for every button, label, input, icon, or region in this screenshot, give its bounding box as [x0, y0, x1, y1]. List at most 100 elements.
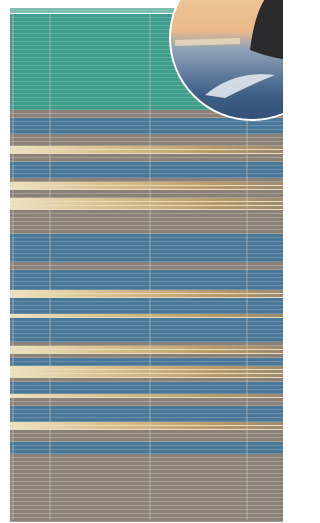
stripe-gap — [10, 469, 283, 470]
stripe-gap — [10, 369, 283, 370]
stripe — [10, 466, 283, 469]
stripe — [10, 378, 283, 381]
stripe-gap — [10, 245, 283, 246]
stripe — [10, 238, 283, 241]
stripe — [10, 222, 283, 225]
stripe-gap — [10, 133, 283, 134]
stripe — [10, 214, 283, 217]
stripe — [10, 266, 283, 269]
stripe — [10, 398, 283, 401]
stripe-gap — [10, 425, 283, 426]
stripe-gap — [10, 305, 283, 306]
stripe — [10, 162, 283, 165]
stripe — [10, 218, 283, 221]
stripe-gap — [10, 377, 283, 378]
stripe — [10, 186, 283, 189]
stripe-gap — [10, 249, 283, 250]
stripe-gap — [10, 201, 283, 202]
stripe-gap — [10, 401, 283, 402]
stripe — [10, 406, 283, 409]
stripe-gap — [10, 333, 283, 334]
stripe — [10, 310, 283, 313]
stripe-gap — [10, 261, 283, 262]
stripe-gap — [10, 449, 283, 450]
stripe — [10, 366, 283, 369]
stripe-gap — [10, 405, 283, 406]
stripe-gap — [10, 241, 283, 242]
stripe-gap — [10, 433, 283, 434]
stripe-gap — [10, 193, 283, 194]
stripe — [10, 462, 283, 465]
stripe — [10, 358, 283, 361]
stripe — [10, 338, 283, 341]
stripe-gap — [10, 521, 283, 522]
stripe — [10, 446, 283, 449]
page: (() => { JSON.parse(document.getElementB… — [0, 0, 283, 523]
stripe-gap — [10, 309, 283, 310]
stripe — [10, 486, 283, 489]
stripe-gap — [10, 493, 283, 494]
stripe — [10, 434, 283, 437]
stripe — [10, 494, 283, 497]
stripe — [10, 326, 283, 329]
stripe — [10, 458, 283, 461]
stripe-gap — [10, 273, 283, 274]
stripe — [10, 318, 283, 321]
stripe — [10, 198, 283, 201]
stripe — [10, 394, 283, 397]
stripe-gap — [10, 321, 283, 322]
stripe-gap — [10, 141, 283, 142]
stripe — [10, 510, 283, 513]
stripe — [10, 322, 283, 325]
stripe — [10, 174, 283, 177]
stripe — [10, 270, 283, 273]
stripe-gap — [10, 413, 283, 414]
stripe-gap — [10, 129, 283, 130]
stripe-gap — [10, 429, 283, 430]
stripe-gap — [10, 169, 283, 170]
stripe — [10, 210, 283, 213]
stripe-gap — [10, 181, 283, 182]
stripe-gap — [10, 301, 283, 302]
stripe-gap — [10, 501, 283, 502]
stripe — [10, 482, 283, 485]
stripe — [10, 442, 283, 445]
stripe — [10, 350, 283, 353]
stripe-gap — [10, 165, 283, 166]
stripe — [10, 438, 283, 441]
stripe-gap — [10, 337, 283, 338]
stripe — [10, 454, 283, 457]
stripe-gap — [10, 197, 283, 198]
stripe — [10, 290, 283, 293]
stripe-gap — [10, 349, 283, 350]
stripe-gap — [10, 161, 283, 162]
stripe-gap — [10, 389, 283, 390]
stripe — [10, 182, 283, 185]
stripe-gap — [10, 213, 283, 214]
stripe-gap — [10, 253, 283, 254]
stripe — [10, 150, 283, 153]
stripe-gap — [10, 317, 283, 318]
stripe — [10, 314, 283, 317]
stripe — [10, 166, 283, 169]
stripe — [10, 286, 283, 289]
stripe — [10, 226, 283, 229]
stripe-gap — [10, 209, 283, 210]
stripe-gap — [10, 417, 283, 418]
stripe-gap — [10, 453, 283, 454]
stripe-gap — [10, 409, 283, 410]
stripe — [10, 382, 283, 385]
stripe — [10, 234, 283, 237]
stripe — [10, 474, 283, 477]
stripe — [10, 306, 283, 309]
stripe — [10, 334, 283, 337]
stripe-gap — [10, 441, 283, 442]
stripe — [10, 178, 283, 181]
stripe — [10, 506, 283, 509]
stripe — [10, 418, 283, 421]
stripe — [10, 450, 283, 453]
stripe-gap — [10, 173, 283, 174]
stripe-gap — [10, 269, 283, 270]
stripe — [10, 202, 283, 205]
stripe-gap — [10, 257, 283, 258]
